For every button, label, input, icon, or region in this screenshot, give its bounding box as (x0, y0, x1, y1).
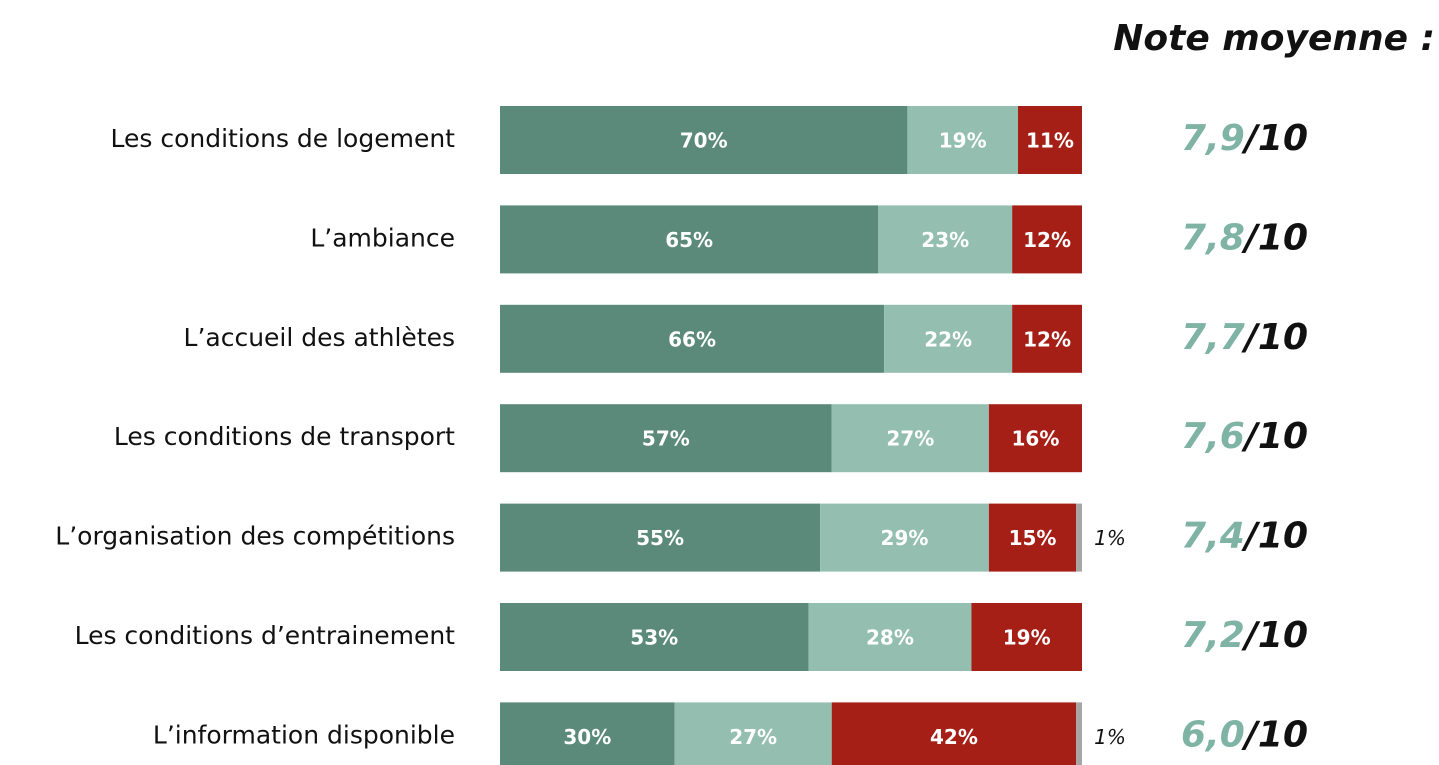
value-label: 23% (921, 228, 969, 252)
bar-segment (831, 404, 989, 473)
bar-segment (500, 205, 879, 274)
note: 7,2/10 (1181, 615, 1308, 656)
note: 7,9/10 (1181, 118, 1308, 159)
bar-segment (1076, 702, 1082, 765)
note-suffix: /10 (1241, 118, 1308, 159)
note-suffix: /10 (1241, 516, 1308, 557)
bar-segment (1017, 106, 1082, 174)
category-label: Les conditions d’entrainement (75, 621, 456, 650)
value-label: 12% (1023, 228, 1071, 252)
note-value: 7,6 (1181, 416, 1245, 457)
note-suffix: /10 (1241, 217, 1308, 258)
value-label: 11% (1026, 129, 1074, 153)
value-label: 57% (642, 427, 690, 451)
value-label: 27% (729, 725, 777, 749)
bar-segment (988, 404, 1082, 473)
value-label: 42% (930, 725, 978, 749)
value-label: 53% (630, 626, 678, 650)
bar-segment (674, 702, 832, 765)
value-label: 65% (665, 228, 713, 252)
value-label: 1% (1094, 725, 1126, 749)
note-suffix: /10 (1241, 714, 1308, 755)
note-value: 6,0 (1181, 714, 1245, 755)
note: 7,4/10 (1181, 516, 1308, 557)
note-suffix: /10 (1241, 416, 1308, 457)
category-label: L’ambiance (310, 223, 455, 252)
bar-segment (1076, 503, 1082, 572)
category-label: L’organisation des compétitions (55, 522, 455, 551)
bar-segment (988, 503, 1077, 572)
bar-segment (500, 106, 908, 174)
bar-segment (831, 702, 1077, 765)
bar-segment (808, 603, 972, 671)
notes-title: Note moyenne : (1113, 18, 1435, 59)
value-label: 15% (1009, 526, 1057, 550)
bar-segment (971, 603, 1082, 671)
value-label: 30% (563, 725, 611, 749)
note-value: 7,7 (1181, 317, 1245, 358)
category-label: L’information disponible (153, 720, 455, 749)
value-label: 55% (636, 526, 684, 550)
value-label: 19% (939, 129, 987, 153)
value-label: 66% (668, 327, 716, 351)
bar-segment (1012, 205, 1082, 274)
bar-segment (907, 106, 1018, 174)
value-label: 28% (866, 626, 914, 650)
value-label: 1% (1094, 526, 1126, 550)
bar-segment (884, 304, 1013, 373)
bar-segment (500, 603, 809, 671)
bar-segment (500, 404, 832, 473)
category-label: Les conditions de transport (114, 422, 455, 451)
note-value: 7,9 (1181, 118, 1245, 159)
bar-segment (500, 503, 821, 572)
value-label: 16% (1012, 427, 1060, 451)
note-value: 7,2 (1181, 615, 1245, 656)
value-label: 19% (1003, 626, 1051, 650)
bar-segment (500, 304, 885, 373)
note-suffix: /10 (1241, 615, 1308, 656)
note: 7,7/10 (1181, 317, 1308, 358)
note: 7,6/10 (1181, 416, 1308, 457)
note-value: 7,8 (1181, 217, 1245, 258)
bar-segment (500, 702, 675, 765)
note: 7,8/10 (1181, 217, 1308, 258)
category-label: L’accueil des athlètes (184, 323, 455, 352)
bar-segment (878, 205, 1013, 274)
value-label: 22% (924, 327, 972, 351)
value-label: 27% (886, 427, 934, 451)
note: 6,0/10 (1181, 714, 1308, 755)
category-label: Les conditions de logement (111, 124, 456, 153)
bar-segment (820, 503, 989, 572)
bar-segment (1012, 304, 1082, 373)
value-label: 29% (881, 526, 929, 550)
note-value: 7,4 (1181, 516, 1245, 557)
note-suffix: /10 (1241, 317, 1308, 358)
value-label: 12% (1023, 327, 1071, 351)
value-label: 70% (680, 129, 728, 153)
